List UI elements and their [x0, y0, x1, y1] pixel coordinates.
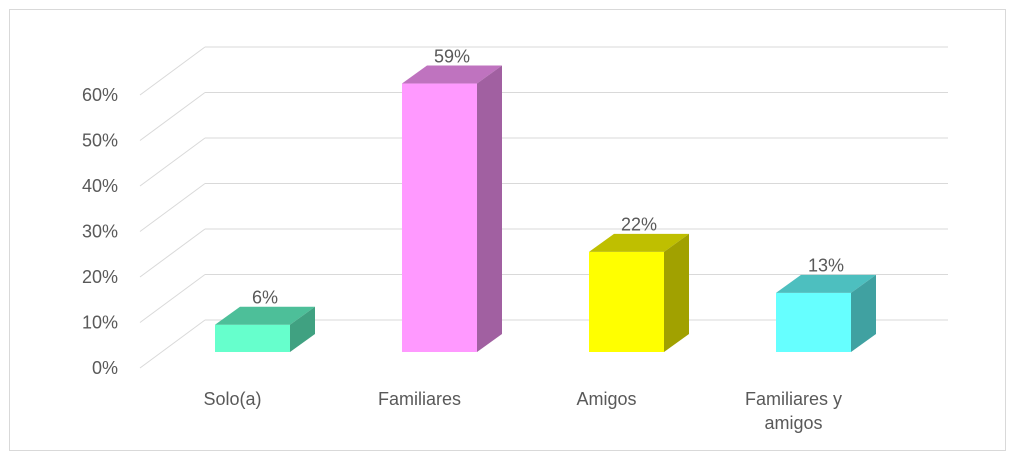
bar-top [776, 274, 876, 293]
y-tick-label: 50% [82, 130, 118, 150]
x-tick-label: Amigos [576, 389, 637, 409]
bar-front [776, 292, 851, 352]
x-tick-label: Solo(a) [203, 389, 262, 409]
grid-line-side [139, 183, 206, 232]
grid-line-side [139, 274, 206, 323]
y-tick-label: 0% [92, 358, 118, 378]
grid-line-side [139, 92, 206, 141]
bar-front [589, 251, 664, 352]
grid-line-side [139, 319, 206, 369]
y-tick-label: 60% [82, 85, 118, 105]
y-tick-label: 40% [82, 176, 118, 196]
grid-line-side [139, 137, 206, 187]
value-label: 6% [252, 287, 278, 307]
bar-front [402, 83, 477, 353]
y-tick-label: 10% [82, 312, 118, 332]
bar-side [290, 306, 315, 352]
bar-side [477, 65, 502, 353]
grid-line-side [139, 46, 206, 96]
x-tick-label: Familiares [377, 389, 461, 409]
grid-line-side [139, 228, 206, 278]
bar-side [664, 233, 689, 352]
x-tick-label: Familiares y amigos [744, 389, 842, 433]
y-tick-label: 30% [82, 221, 118, 241]
value-label: 22% [621, 215, 657, 235]
bar-top [215, 306, 315, 325]
bar-side [851, 274, 876, 352]
y-tick-label: 20% [82, 267, 118, 287]
value-label: 59% [434, 46, 470, 66]
frame [9, 9, 1006, 451]
value-label: 13% [808, 256, 844, 276]
bar-top [402, 65, 502, 84]
bar-front [215, 324, 290, 352]
bar-top [589, 233, 689, 252]
